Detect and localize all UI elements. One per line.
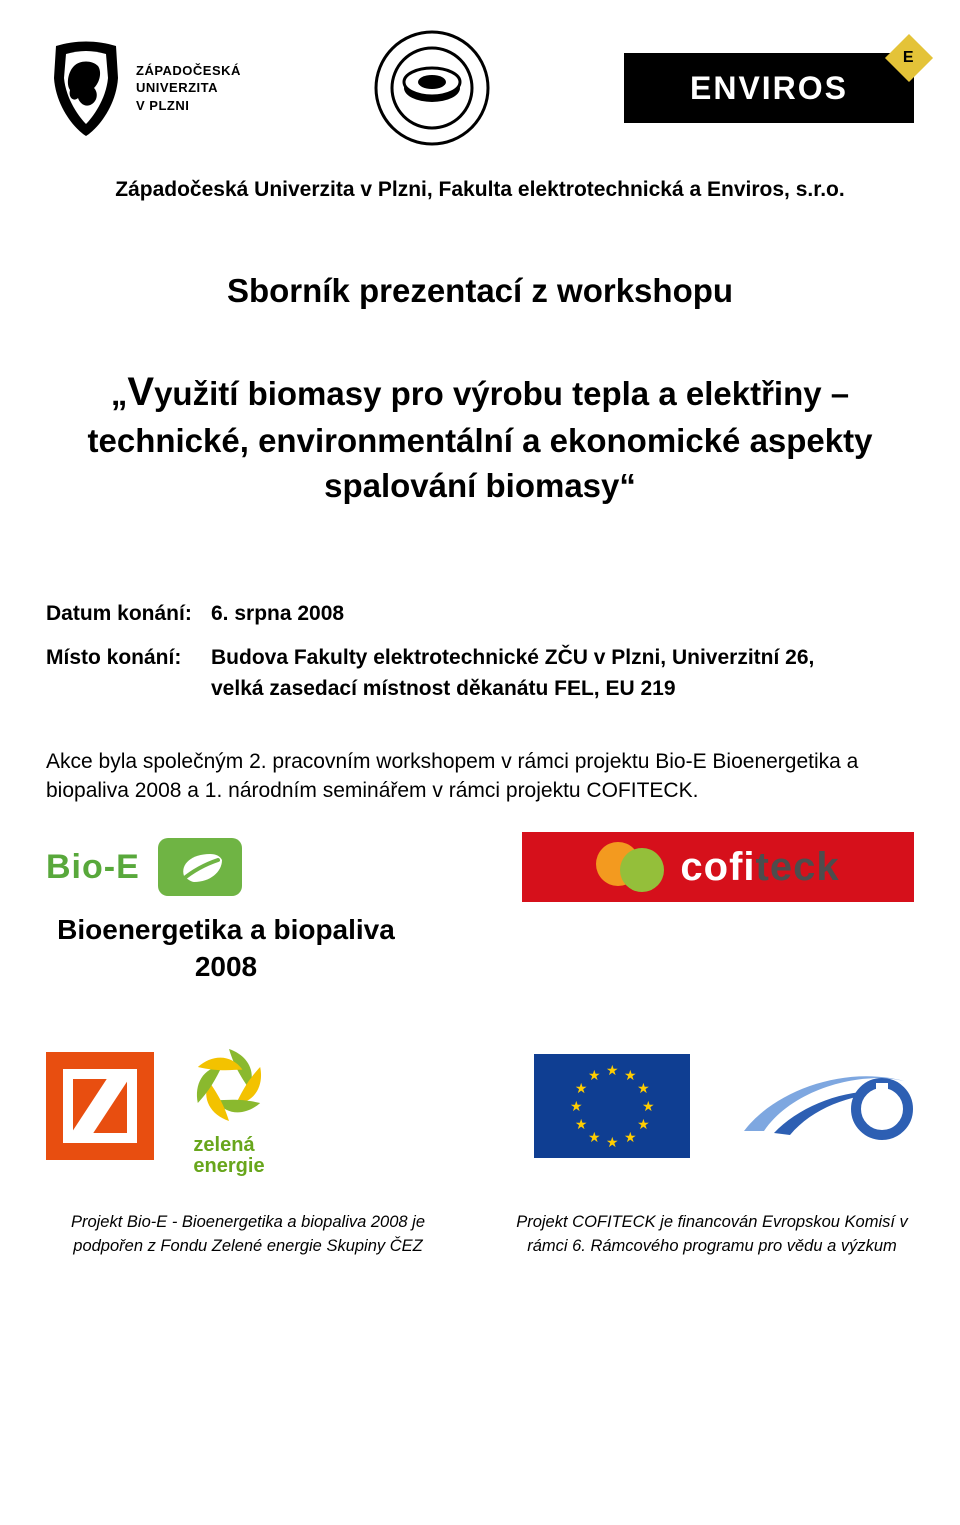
- zelena-energie-logo: zelená energie: [154, 1035, 304, 1177]
- header-logo-row: ZÁPADOČESKÁ UNIVERZITA V PLZNI ENVIROS E: [46, 28, 914, 148]
- organiser-line: Západočeská Univerzita v Plzni, Fakulta …: [46, 178, 914, 202]
- footer-row: Projekt Bio-E - Bioenergetika a biopaliv…: [46, 1211, 914, 1259]
- leaf-icon: [158, 838, 242, 896]
- eu-star-icon: ★: [642, 1100, 654, 1112]
- bioe-sub-line2: 2008: [46, 949, 406, 985]
- eu-star-icon: ★: [606, 1136, 618, 1148]
- cofiteck-teck: teck: [756, 845, 840, 890]
- document-title: Sborník prezentací z workshopu: [46, 272, 914, 310]
- zelena-line1: zelená: [193, 1135, 264, 1156]
- sponsor-right-group: ★★★★★★★★★★★★: [534, 1051, 914, 1161]
- cofiteck-circles-icon: [596, 842, 670, 892]
- bioe-word: Bio-E: [46, 848, 140, 887]
- date-label: Datum konání:: [46, 598, 211, 630]
- enviros-label: ENVIROS: [690, 70, 848, 107]
- zelena-swirl-icon: [179, 1035, 279, 1135]
- footer-left: Projekt Bio-E - Bioenergetika a biopaliv…: [46, 1211, 450, 1259]
- zcu-logo: ZÁPADOČESKÁ UNIVERZITA V PLZNI: [46, 38, 241, 138]
- fel-seal-icon: [372, 28, 492, 148]
- eu-star-icon: ★: [637, 1082, 649, 1094]
- place-block: Místo konání: Budova Fakulty elektrotech…: [46, 642, 914, 705]
- description-paragraph: Akce byla společným 2. pracovním worksho…: [46, 747, 914, 807]
- footer-right: Projekt COFITECK je financován Evropskou…: [510, 1211, 914, 1259]
- place-label: Místo konání:: [46, 642, 211, 705]
- eu-star-icon: ★: [624, 1069, 636, 1081]
- eu-star-icon: ★: [575, 1118, 587, 1130]
- eu-flag-icon: ★★★★★★★★★★★★: [534, 1054, 690, 1158]
- eu-star-icon: ★: [570, 1100, 582, 1112]
- eu-star-icon: ★: [588, 1069, 600, 1081]
- enviros-corner-letter: E: [903, 49, 916, 67]
- main-title: „Využití biomasy pro výrobu tepla a elek…: [46, 365, 914, 508]
- place-value: Budova Fakulty elektrotechnické ZČU v Pl…: [211, 642, 851, 705]
- zcu-text: ZÁPADOČESKÁ UNIVERZITA V PLZNI: [136, 62, 241, 115]
- bioe-subtitle: Bioenergetika a biopaliva 2008: [46, 912, 406, 985]
- enviros-logo: ENVIROS E: [624, 53, 914, 123]
- eu-star-icon: ★: [624, 1131, 636, 1143]
- bioe-logo: Bio-E: [46, 838, 242, 896]
- zcu-line1: ZÁPADOČESKÁ: [136, 62, 241, 80]
- date-value: 6. srpna 2008: [211, 598, 344, 630]
- cez-logo: [46, 1052, 154, 1160]
- title-big-v: V: [127, 370, 154, 414]
- sponsor-row: zelená energie ★★★★★★★★★★★★: [46, 1035, 914, 1177]
- zcu-line3: V PLZNI: [136, 97, 241, 115]
- lion-icon: [46, 38, 126, 138]
- bioe-sub-line1: Bioenergetika a biopaliva: [46, 912, 406, 948]
- title-quote-open: „: [111, 375, 128, 412]
- zcu-line2: UNIVERZITA: [136, 79, 241, 97]
- sponsor-left-group: zelená energie: [46, 1035, 304, 1177]
- zelena-line2: energie: [193, 1156, 264, 1177]
- title-rest: yužití biomasy pro výrobu tepla a elektř…: [88, 375, 873, 504]
- fp6-logo-icon: [734, 1051, 914, 1161]
- zelena-text: zelená energie: [193, 1135, 264, 1177]
- eu-star-icon: ★: [637, 1118, 649, 1130]
- cofiteck-logo: cofiteck: [522, 832, 914, 902]
- enviros-corner-icon: E: [885, 34, 933, 82]
- eu-star-icon: ★: [588, 1131, 600, 1143]
- date-block: Datum konání: 6. srpna 2008: [46, 598, 914, 630]
- eu-star-icon: ★: [575, 1082, 587, 1094]
- project-logo-row: Bio-E cofiteck: [46, 832, 914, 902]
- cofiteck-cofi: cofi: [680, 845, 755, 890]
- eu-star-icon: ★: [606, 1064, 618, 1076]
